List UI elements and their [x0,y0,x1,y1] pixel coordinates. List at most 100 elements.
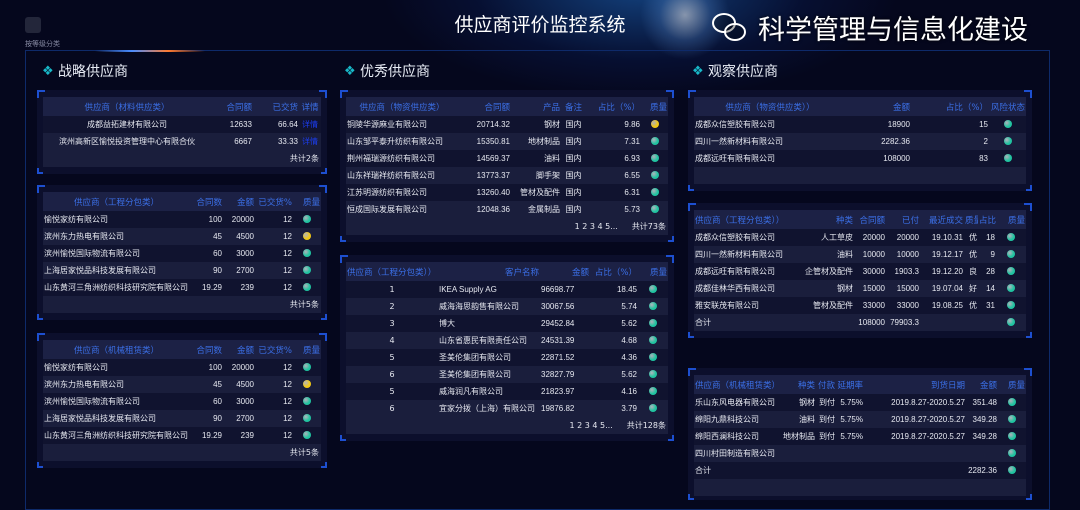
table-row[interactable]: 成都益拓建材有限公司 12633 66.64 详情 [43,116,321,133]
table-row[interactable]: 乐山东风电器有限公司 钢材 到付 5.75% 2019.8.27-2020.5.27 35… [694,394,1026,411]
table-row[interactable]: 6 宜家分拨（上海）有限公司 19876.82 3.79 [346,400,668,417]
table-row[interactable]: 1 IKEA Supply AG 96698.77 18.45 [346,281,668,298]
column-header[interactable]: 质量 [649,267,667,278]
table-row[interactable]: 绵阳九鼎科技公司 油料 到付 5.75% 2019.8.27-2020.5.27 349.… [694,411,1026,428]
status-dot-green-icon [303,265,311,274]
table-row[interactable]: 滨州愉悦国际物流有限公司 60 3000 12 [43,245,321,262]
column-header[interactable]: 供应商（工程分包类）） [347,267,437,278]
table-row[interactable]: 四川一然新材料有限公司 2282.36 2 [694,133,1026,150]
column-header[interactable]: 已交货 [272,102,298,113]
table-cell: 12 [283,249,292,258]
table-row[interactable]: 成都众信塑胶有限公司 人工草皮 20000 20000 19.10.31 优 18 [694,229,1026,246]
column-header[interactable]: 种类 [797,380,815,391]
table-row[interactable]: 成都众信塑胶有限公司 18900 15 [694,116,1026,133]
table-cell: 45 [213,380,222,389]
column-header[interactable]: 质量 [302,345,320,356]
table-row[interactable]: 愉悦家纺有限公司 100 20000 12 [43,359,321,376]
table-row[interactable]: 成都远旺有限有限公司 企管材及配件 30000 1903.3 19.12.20 良 28 [694,263,1026,280]
table-row[interactable]: 江苏明源纺织有限公司 13260.40 管材及配件 国内 6.31 [346,184,668,201]
column-header[interactable]: 合同数 [196,197,222,208]
column-header[interactable]: 风险状态 [990,102,1025,113]
table-row[interactable]: 滨州东力热电有限公司 45 4500 12 [43,376,321,393]
column-header[interactable]: 客户名称 [504,267,539,278]
table-row[interactable]: 恒成国际发展有限公司 12048.36 金属制品 国内 5.73 [346,201,668,218]
column-header[interactable]: 供应商（工程分包类）） [695,215,785,226]
table-excellent-engineering: 供应商（工程分包类）） 客户名称 金额 占比（%） 质量 1 IKEA Supply AG 9… [340,255,674,441]
column-header[interactable]: 金额 [892,102,910,113]
column-header[interactable]: 占比（%） [597,102,640,113]
column-header[interactable]: 占比（%） [594,267,637,278]
column-header[interactable]: 已交货% [258,345,292,356]
table-row[interactable]: 四川村田制造有限公司 [694,445,1026,462]
details-link[interactable]: 详情 [302,120,318,129]
table-row[interactable]: 四川一然新材料有限公司 油料 10000 10000 19.12.17 优 9 [694,246,1026,263]
table-row[interactable]: 山东祥瑞祥纺织有限公司 13773.37 脚手架 国内 6.55 [346,167,668,184]
filter-toggle[interactable] [25,17,41,33]
column-header[interactable]: 占比 [979,215,996,226]
table-cell: 合计 [695,466,711,475]
column-header[interactable]: 供应商（材料供应类） [84,102,170,113]
column-header[interactable]: 合同额 [226,102,252,113]
pagination[interactable]: 1 2 3 4 5... [569,421,613,430]
column-header[interactable]: 供应商（机械租赁类） [73,345,159,356]
table-row[interactable]: 滨州东力热电有限公司 45 4500 12 [43,228,321,245]
table-row[interactable]: 雅安联茂有限公司 管材及配件 33000 33000 19.08.25 优 31 [694,297,1026,314]
column-header[interactable]: 供应商（物资供应类） [359,102,445,113]
column-header[interactable]: 金额 [236,197,254,208]
table-row[interactable]: 上海居家悦品科技发展有限公司 90 2700 12 [43,262,321,279]
table-cell: 3.79 [621,404,637,413]
table-row[interactable]: 上海居家悦品科技发展有限公司 90 2700 12 [43,410,321,427]
table-cell [293,362,321,373]
column-header[interactable]: 付款 [817,380,835,391]
table-row[interactable]: 荆州福瑞源纺织有限公司 14569.37 油料 国内 6.93 [346,150,668,167]
table-row[interactable]: 合计 2282.36 [694,462,1026,479]
column-header[interactable]: 金额 [979,380,997,391]
column-header[interactable]: 最近成交 [928,215,963,226]
table-row[interactable]: 滨州愉悦国际物流有限公司 60 3000 12 [43,393,321,410]
column-header[interactable]: 质量 [1007,380,1025,391]
table-row[interactable]: 4 山东省惠民有限责任公司 24531.39 4.68 [346,332,668,349]
table-row[interactable]: 成都佳林华西有限公司 钢材 15000 15000 19.07.04 好 14 [694,280,1026,297]
details-link[interactable]: 详情 [302,137,318,146]
table-row[interactable]: 山东黄河三角洲纺织科技研究院有限公司 19.29 239 12 [43,427,321,444]
column-header[interactable]: 质量 [1007,215,1025,226]
column-header[interactable]: 供应商（物资供应类）） [725,102,815,113]
table-row[interactable]: 滨州高新区愉悦投资管理中心有限合伙 6667 33.33 详情 [43,133,321,150]
column-header[interactable]: 质量 [965,215,978,226]
column-header[interactable]: 占比（%） [945,102,988,113]
column-header[interactable]: 合同数 [196,345,222,356]
column-header[interactable]: 详情 [301,102,319,113]
table-row[interactable]: 山东邹平泰升纺织有限公司 15350.81 地材制品 国内 7.31 [346,133,668,150]
table-row[interactable]: 5 威海润凡有限公司 21823.97 4.16 [346,383,668,400]
column-header[interactable]: 合同额 [484,102,510,113]
column-header[interactable]: 已交货% [258,197,292,208]
table-row[interactable]: 6 圣美伦集团有限公司 32827.79 5.62 [346,366,668,383]
column-header[interactable]: 延期率 [837,380,863,391]
table-cell: 6 [389,404,395,413]
column-header[interactable]: 种类 [835,215,853,226]
table-row[interactable]: 3 博大 29452.84 5.62 [346,315,668,332]
status-dot-green-icon [1007,300,1015,309]
table-row[interactable]: 合计 108000 79903.3 [694,314,1026,331]
table-row[interactable]: 2 威海海思韵售有限公司 30067.56 5.74 [346,298,668,315]
table-row[interactable]: 成都远旺有限有限公司 108000 83 [694,150,1026,167]
table-row[interactable]: 绵阳西澜科技公司 地材制品 到付 5.75% 2019.8.27-2020.5.27 34… [694,428,1026,445]
table-row[interactable]: 愉悦家纺有限公司 100 20000 12 [43,211,321,228]
table-row[interactable]: 5 圣美伦集团有限公司 22871.52 4.36 [346,349,668,366]
column-header[interactable]: 质量 [302,197,320,208]
column-header[interactable]: 金额 [571,267,589,278]
column-header[interactable]: 质量 [649,102,667,113]
column-header[interactable]: 供应商（机械租赁类） [695,380,781,391]
column-header[interactable]: 备注 [564,102,582,113]
column-header[interactable]: 金额 [236,345,254,356]
column-header[interactable]: 到货日期 [930,380,965,391]
table-row[interactable]: 山东黄河三角洲纺织科技研究院有限公司 19.29 239 12 [43,279,321,296]
column-header[interactable]: 合同额 [859,215,885,226]
column-header[interactable]: 已付 [901,215,919,226]
pagination[interactable]: 1 2 3 4 5... [574,222,618,231]
column-header[interactable]: 产品 [542,102,560,113]
column-header[interactable]: 供应商（工程分包类） [73,197,159,208]
corner-bracket [321,314,327,320]
diamond-icon: ❖ [692,63,704,79]
table-row[interactable]: 铜陵华源麻业有限公司 20714.32 钢材 国内 9.86 [346,116,668,133]
